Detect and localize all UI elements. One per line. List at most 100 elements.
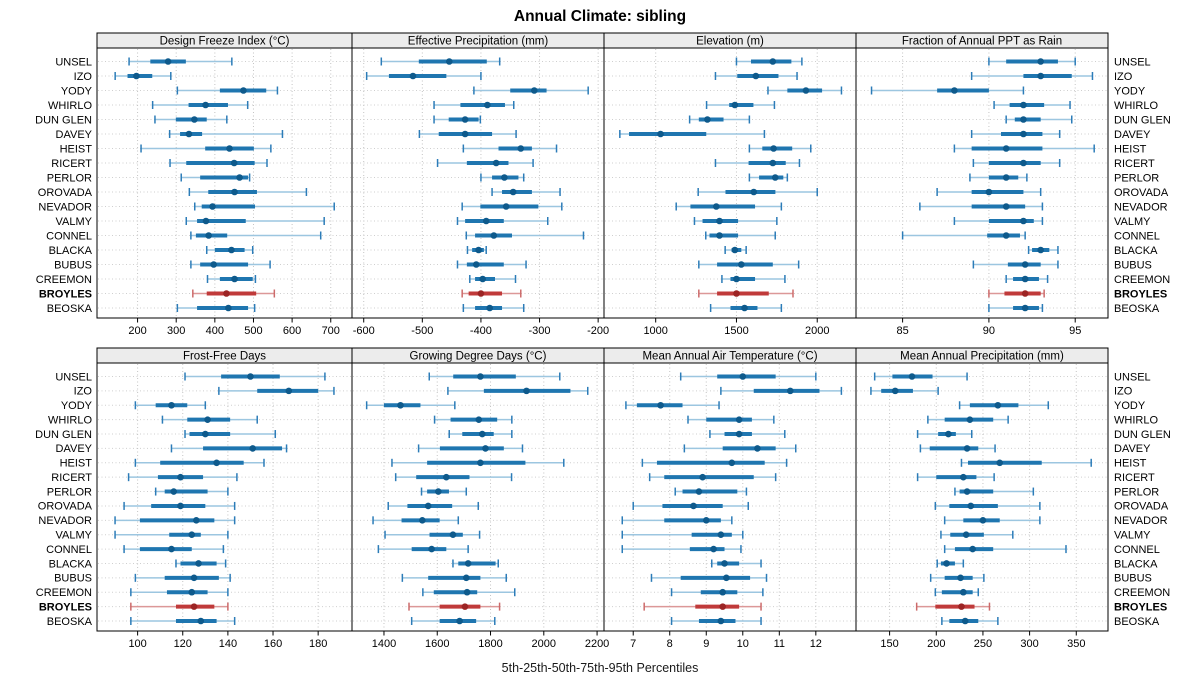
x-axis: 7 8 9 10 11 12 [630,364,822,650]
median-dot [960,588,967,596]
interval-orovada [387,501,480,510]
median-dot [477,290,485,297]
interval-perlor [954,487,1035,496]
tick-label: 9 [703,638,709,650]
interval-nevador [675,202,783,211]
tick-label: 1600 [425,638,449,650]
median-dot [1021,275,1029,283]
interval-perlor [748,173,789,182]
median-dot [1020,159,1027,167]
tick-label: 95 [1069,325,1081,337]
median-dot [771,174,779,181]
axis-caption: 5th-25th-50th-75th-95th Percentiles [501,661,699,675]
median-dot [419,517,426,524]
panel-title: Elevation (m) [696,36,764,48]
median-dot [190,603,198,610]
row-guides [857,61,1107,309]
median-dot [492,159,500,167]
station-label-right: NEVADOR [1114,515,1168,527]
median-dot [1037,72,1044,80]
station-label-right: OROVADA [1114,501,1169,513]
median-dot [502,203,510,210]
median-dot [1002,232,1010,239]
panel-growing-degree-days-c-: Growing Degree Days (°C) 1400 1600 1800 2000… [351,347,609,650]
station-label-right: RICERT [1114,472,1155,484]
median-dot [712,203,720,210]
x-axis: 85 90 95 [896,49,1081,337]
station-label-right: PERLOR [1114,172,1159,184]
median-dot [710,545,717,553]
interval-nevador [114,516,236,525]
median-dot [164,58,172,65]
panel-design-freeze-index-c-: Design Freeze Index (°C) 200 300 400 500 600 7… [96,32,353,337]
interval-bubus [929,573,985,582]
median-dot [509,188,517,196]
interval-izo [114,72,172,80]
median-dot [1037,246,1044,254]
interval-dun-glen [688,115,751,124]
station-label-left: BEOSKA [47,303,93,315]
station-label-left: WHIRLO [48,414,92,426]
station-label-left: CONNEL [46,230,92,242]
interval-whirlo [433,415,513,424]
interval-ricert [714,159,801,167]
median-dot [223,290,230,297]
interval-ricert [394,473,513,482]
median-dot [462,574,470,582]
station-label-right: PERLOR [1114,486,1159,498]
interval-broyles [698,289,794,298]
interval-bubus [401,573,507,582]
station-label-right: DAVEY [1114,129,1151,141]
median-dot [891,387,899,395]
interval-valmy [940,530,1014,539]
station-label-left: RICERT [51,158,92,170]
interval-ricert [127,473,238,482]
median-dot [231,275,238,283]
tick-label: 600 [283,325,301,337]
tick-label: 11 [774,638,785,650]
station-label-left: HEIST [60,143,93,155]
interval-beoska [941,617,999,625]
median-dot [530,87,538,94]
interval-bubus [134,573,231,582]
x-axis: 200 300 400 500 600 700 [128,49,340,337]
interval-broyles [915,602,991,611]
panel-fraction-of-annual-ppt-as-rain: Fraction of Annual PPT as Rain 85 90 95 [855,32,1109,337]
row-guides [353,61,603,309]
median-dot [1002,145,1010,152]
median-dot [490,232,498,239]
tick-label: 700 [322,325,340,337]
median-dot [994,401,1002,409]
station-label-left: BEOSKA [47,616,93,628]
station-label-left: WHIRLO [48,100,92,112]
interval-dun-glen [154,115,228,124]
tick-label: 2000 [532,638,556,650]
station-label-left: IZO [74,386,93,398]
median-dot [738,261,745,268]
median-dot [728,459,736,467]
median-dot [523,387,530,395]
interval-davey [919,444,996,453]
median-dot [657,130,664,138]
interval-orovada [936,188,1042,196]
interval-unsel [184,372,326,381]
median-dot [168,545,175,553]
interval-davey [683,444,797,453]
panel-title: Fraction of Annual PPT as Rain [902,36,1062,48]
median-dot [213,459,220,467]
interval-blacka [710,559,762,568]
interval-connel [901,231,1026,240]
interval-beoska [988,304,1044,312]
station-label-left: NEVADOR [38,201,92,213]
interval-yody [473,86,589,95]
interval-yody [176,86,279,95]
tick-label: 300 [1020,638,1038,650]
row-guides [98,61,351,309]
median-dot [769,58,777,65]
interval-blacka [724,246,747,254]
median-dot [1020,130,1027,138]
median-dot [461,603,469,610]
interval-connel [377,545,469,554]
station-label-left: YODY [61,85,93,97]
interval-broyles [643,602,762,611]
